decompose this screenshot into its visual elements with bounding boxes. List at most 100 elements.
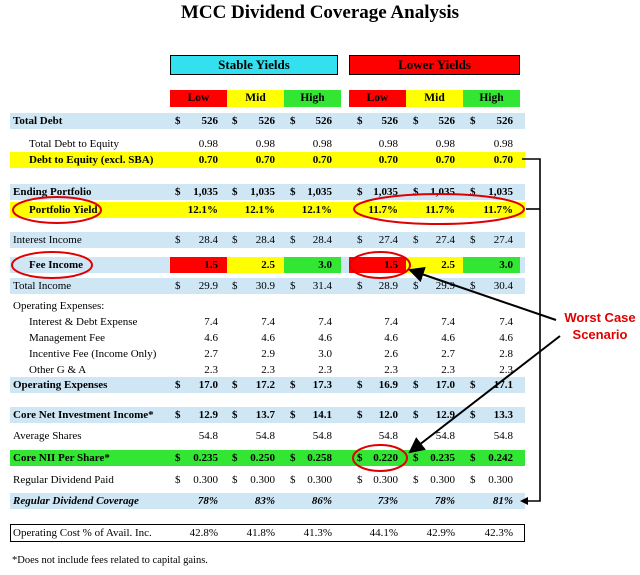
currency-symbol: $ <box>232 474 238 486</box>
row-label: Total Debt to Equity <box>29 138 119 150</box>
row-total-debt-to-equity: Total Debt to Equity 0.98 0.98 0.98 0.98 0.98… <box>10 136 525 152</box>
value-cell: 29.9 <box>198 280 218 292</box>
value-cell: 2.5 <box>441 259 455 271</box>
currency-symbol: $ <box>175 379 181 391</box>
value-cell: 11.7% <box>425 204 455 216</box>
value-cell: 2.3 <box>441 364 455 376</box>
value-cell: 2.5 <box>261 259 275 271</box>
currency-symbol: $ <box>413 186 419 198</box>
value-cell: 81% <box>492 495 513 507</box>
value-cell: 0.300 <box>373 474 398 486</box>
value-cell: 1,035 <box>373 186 398 198</box>
currency-symbol: $ <box>290 280 296 292</box>
value-cell: 0.235 <box>193 452 218 464</box>
value-cell: 54.8 <box>312 430 332 442</box>
currency-symbol: $ <box>290 115 296 127</box>
value-cell: 0.300 <box>488 474 513 486</box>
value-cell: 0.98 <box>435 138 455 150</box>
row-label: Core NII Per Share* <box>13 452 110 464</box>
value-cell: 17.0 <box>198 379 218 391</box>
value-cell: 54.8 <box>378 430 398 442</box>
currency-symbol: $ <box>357 115 363 127</box>
value-cell: 0.70 <box>312 154 332 166</box>
currency-symbol: $ <box>357 379 363 391</box>
value-cell: 12.1% <box>244 204 275 216</box>
value-cell: 11.7% <box>368 204 398 216</box>
currency-symbol: $ <box>175 186 181 198</box>
currency-symbol: $ <box>357 409 363 421</box>
value-cell: 78% <box>434 495 455 507</box>
value-cell: 0.300 <box>307 474 332 486</box>
value-cell: 14.1 <box>312 409 332 421</box>
value-cell: 0.70 <box>378 154 398 166</box>
currency-symbol: $ <box>175 474 181 486</box>
value-cell: 526 <box>381 115 399 127</box>
value-cell: 12.1% <box>187 204 218 216</box>
worst-case-annotation: Worst Case Scenario <box>560 309 640 343</box>
value-cell: 526 <box>496 115 514 127</box>
value-cell: 0.242 <box>488 452 513 464</box>
value-cell: 0.70 <box>198 154 218 166</box>
value-cell: 42.9% <box>426 527 455 539</box>
row-portfolio-yield: Portfolio Yield 12.1% 12.1% 12.1% 11.7% 11.7%… <box>10 202 525 218</box>
currency-symbol: $ <box>290 234 296 246</box>
value-cell: 0.70 <box>493 154 513 166</box>
currency-symbol: $ <box>232 234 238 246</box>
value-cell: 1.5 <box>204 259 218 271</box>
value-cell: 1,035 <box>488 186 513 198</box>
currency-symbol: $ <box>470 115 476 127</box>
value-cell: 28.4 <box>198 234 218 246</box>
value-cell: 17.0 <box>435 379 455 391</box>
value-cell: 29.9 <box>435 280 455 292</box>
currency-symbol: $ <box>470 452 476 464</box>
currency-symbol: $ <box>290 409 296 421</box>
value-cell: 27.4 <box>435 234 455 246</box>
value-cell: 41.3% <box>303 527 332 539</box>
value-cell: 12.1% <box>301 204 332 216</box>
value-cell: 2.7 <box>204 348 218 360</box>
currency-symbol: $ <box>175 452 181 464</box>
row-label: Operating Cost % of Avail. Inc. <box>13 527 152 539</box>
lower-mid-header: Mid <box>406 90 463 107</box>
row-label: Other G & A <box>29 364 87 376</box>
row-total-income: Total Income $29.9 $30.9 $31.4 $28.9 $29.9 $30… <box>10 278 525 294</box>
row-label: Core Net Investment Income* <box>13 409 154 421</box>
value-cell: 54.8 <box>198 430 218 442</box>
operating-cost-box <box>10 524 525 542</box>
currency-symbol: $ <box>290 379 296 391</box>
value-cell: 7.4 <box>318 316 332 328</box>
row-label: Interest Income <box>13 234 82 246</box>
value-cell: 1,035 <box>250 186 275 198</box>
value-cell: 54.8 <box>493 430 513 442</box>
value-cell: 2.8 <box>499 348 513 360</box>
currency-symbol: $ <box>175 234 181 246</box>
value-cell: 28.4 <box>312 234 332 246</box>
row-label: Operating Expenses <box>13 379 108 391</box>
row-interest-income: Interest Income $28.4 $28.4 $28.4 $27.4 $27.4… <box>10 232 525 248</box>
footnote: *Does not include fees related to capita… <box>12 555 208 566</box>
currency-symbol: $ <box>290 452 296 464</box>
row-label: Total Income <box>13 280 72 292</box>
row-fee-income: Fee Income 1.5 2.5 3.0 1.5 2.5 3.0 <box>10 257 525 273</box>
value-cell: 13.3 <box>493 409 513 421</box>
currency-symbol: $ <box>175 115 181 127</box>
row-total-debt: Total Debt $526 $526 $526 $526 $526 $526 <box>10 113 525 129</box>
currency-symbol: $ <box>413 474 419 486</box>
currency-symbol: $ <box>232 115 238 127</box>
row-label: Portfolio Yield <box>29 204 98 216</box>
row-label: Average Shares <box>13 430 82 442</box>
value-cell: 1,035 <box>307 186 332 198</box>
currency-symbol: $ <box>357 280 363 292</box>
value-cell: 0.258 <box>307 452 332 464</box>
row-label: Operating Expenses: <box>13 300 105 312</box>
value-cell: 0.98 <box>312 138 332 150</box>
row-interest-debt-expense: Interest & Debt Expense 7.4 7.4 7.4 7.4 7.4 7.… <box>10 314 525 330</box>
value-cell: 0.300 <box>193 474 218 486</box>
row-other-ga: Other G & A 2.3 2.3 2.3 2.3 2.3 2.3 <box>10 362 525 378</box>
currency-symbol: $ <box>175 409 181 421</box>
value-cell: 526 <box>315 115 333 127</box>
value-cell: 41.8% <box>246 527 275 539</box>
row-label: Management Fee <box>29 332 106 344</box>
currency-symbol: $ <box>232 409 238 421</box>
value-cell: 4.6 <box>441 332 455 344</box>
